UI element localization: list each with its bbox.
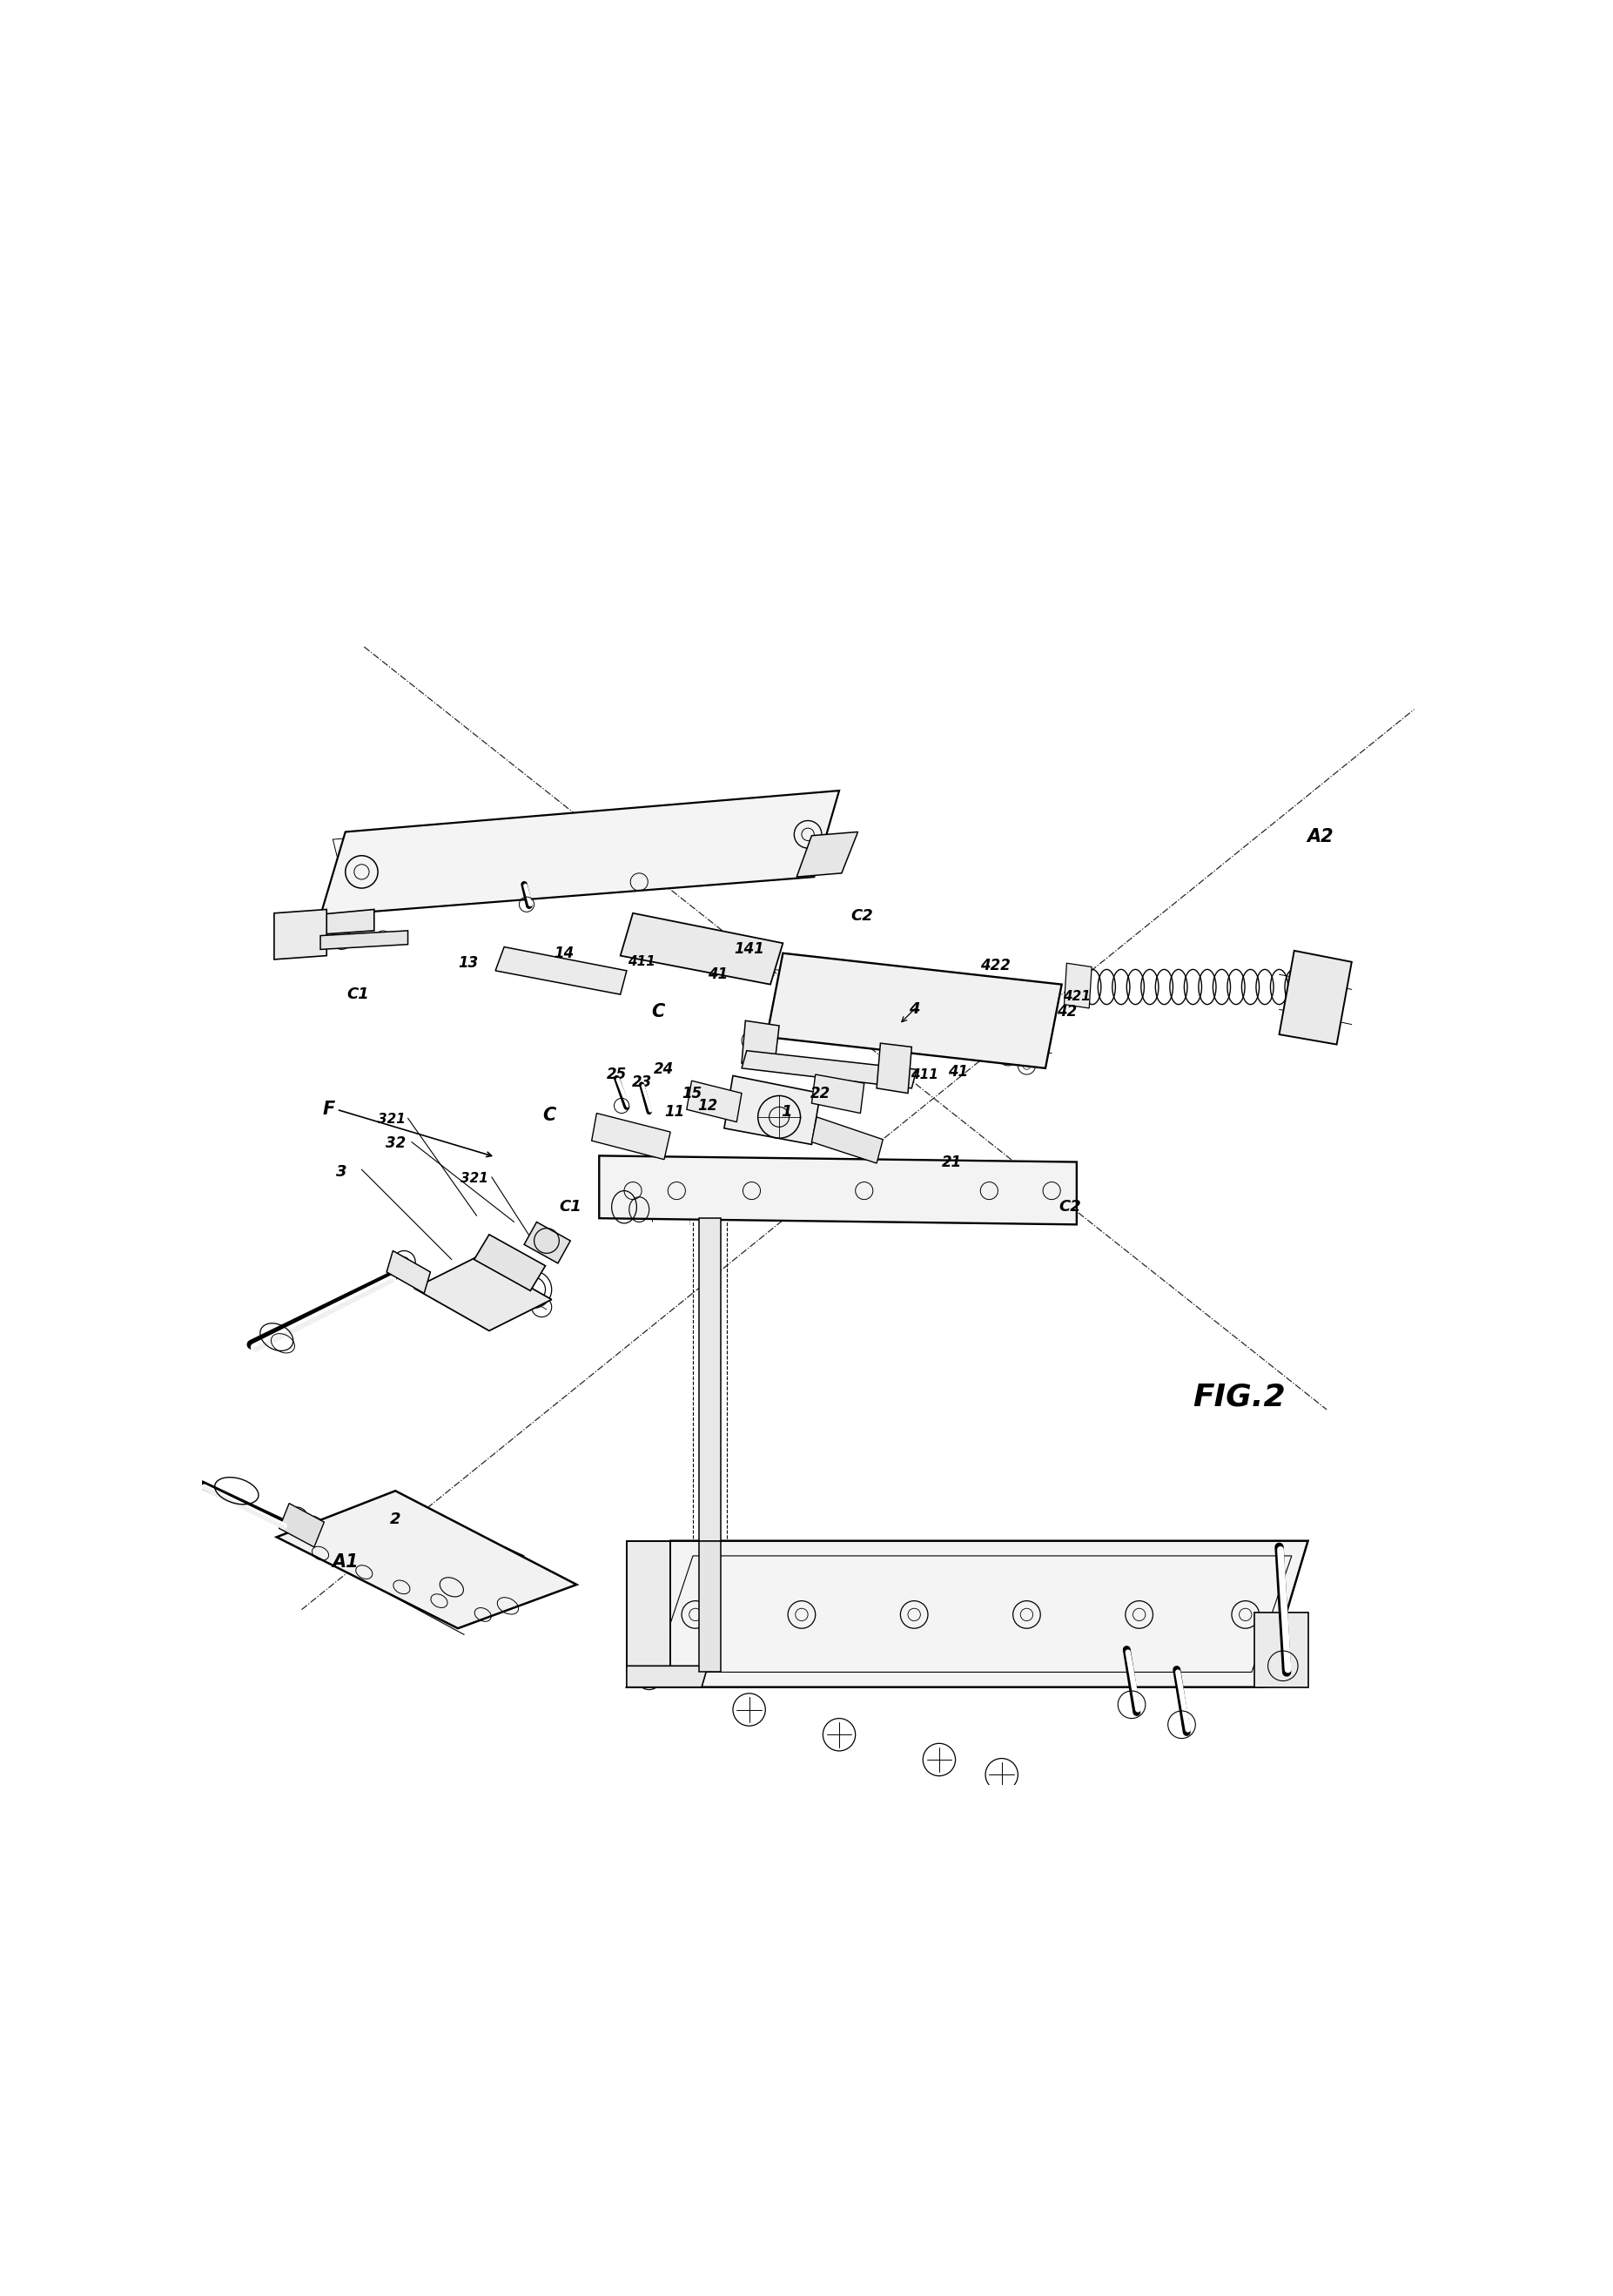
Polygon shape (495, 946, 626, 994)
Polygon shape (877, 1042, 911, 1093)
Polygon shape (742, 1022, 779, 1068)
Text: 411: 411 (910, 1068, 939, 1081)
Polygon shape (1279, 951, 1352, 1045)
Polygon shape (687, 1081, 742, 1123)
Text: 24: 24 (653, 1061, 674, 1077)
Text: 14: 14 (553, 946, 574, 962)
Text: 1: 1 (781, 1104, 792, 1120)
Text: A2: A2 (1307, 829, 1334, 845)
Text: 15: 15 (682, 1086, 702, 1102)
Text: C: C (542, 1107, 556, 1125)
Text: 12: 12 (698, 1097, 718, 1114)
Polygon shape (811, 1116, 882, 1164)
Polygon shape (277, 1490, 577, 1628)
Text: 321: 321 (460, 1171, 489, 1185)
Polygon shape (321, 930, 408, 951)
Text: 411: 411 (627, 955, 655, 969)
Polygon shape (797, 831, 858, 877)
Polygon shape (621, 914, 782, 985)
Text: 41: 41 (948, 1063, 968, 1079)
Text: 41: 41 (708, 967, 727, 983)
Text: 11: 11 (665, 1104, 684, 1120)
Text: 23: 23 (632, 1075, 652, 1091)
Text: 22: 22 (810, 1086, 831, 1102)
Polygon shape (279, 1504, 324, 1548)
Polygon shape (474, 1235, 545, 1290)
Text: FIG.2: FIG.2 (1192, 1382, 1286, 1412)
Polygon shape (626, 1667, 708, 1688)
Text: 2: 2 (390, 1511, 400, 1527)
Polygon shape (524, 1221, 571, 1263)
Polygon shape (274, 909, 326, 960)
Polygon shape (1255, 1612, 1308, 1688)
Text: 422: 422 (981, 957, 1011, 974)
Text: C2: C2 (1060, 1199, 1082, 1215)
Polygon shape (766, 953, 1061, 1068)
Text: F: F (323, 1100, 336, 1118)
Polygon shape (387, 1251, 431, 1293)
Text: C: C (652, 1003, 665, 1022)
Text: C1: C1 (560, 1199, 582, 1215)
Text: 21: 21 (942, 1155, 961, 1171)
Polygon shape (1065, 962, 1092, 1008)
Text: 421: 421 (1063, 990, 1090, 1003)
Polygon shape (321, 909, 374, 934)
Text: C2: C2 (850, 907, 873, 923)
Text: 141: 141 (734, 941, 765, 957)
Polygon shape (698, 1541, 721, 1671)
Polygon shape (592, 1114, 671, 1159)
Polygon shape (626, 1541, 671, 1671)
Polygon shape (698, 1219, 721, 1541)
Polygon shape (598, 1155, 1077, 1224)
Text: 3: 3 (336, 1164, 347, 1180)
Text: 42: 42 (1057, 1003, 1077, 1019)
Polygon shape (626, 1541, 1308, 1688)
Polygon shape (321, 790, 839, 916)
Text: 321: 321 (377, 1114, 405, 1125)
Text: 13: 13 (458, 955, 477, 971)
Text: A1: A1 (332, 1554, 358, 1570)
Polygon shape (742, 1052, 916, 1088)
Polygon shape (415, 1256, 552, 1332)
Text: 25: 25 (606, 1068, 627, 1081)
Text: 4: 4 (908, 1001, 919, 1017)
Polygon shape (724, 1077, 821, 1143)
Text: 32: 32 (386, 1137, 405, 1150)
Text: C1: C1 (347, 987, 369, 1003)
Polygon shape (811, 1075, 865, 1114)
